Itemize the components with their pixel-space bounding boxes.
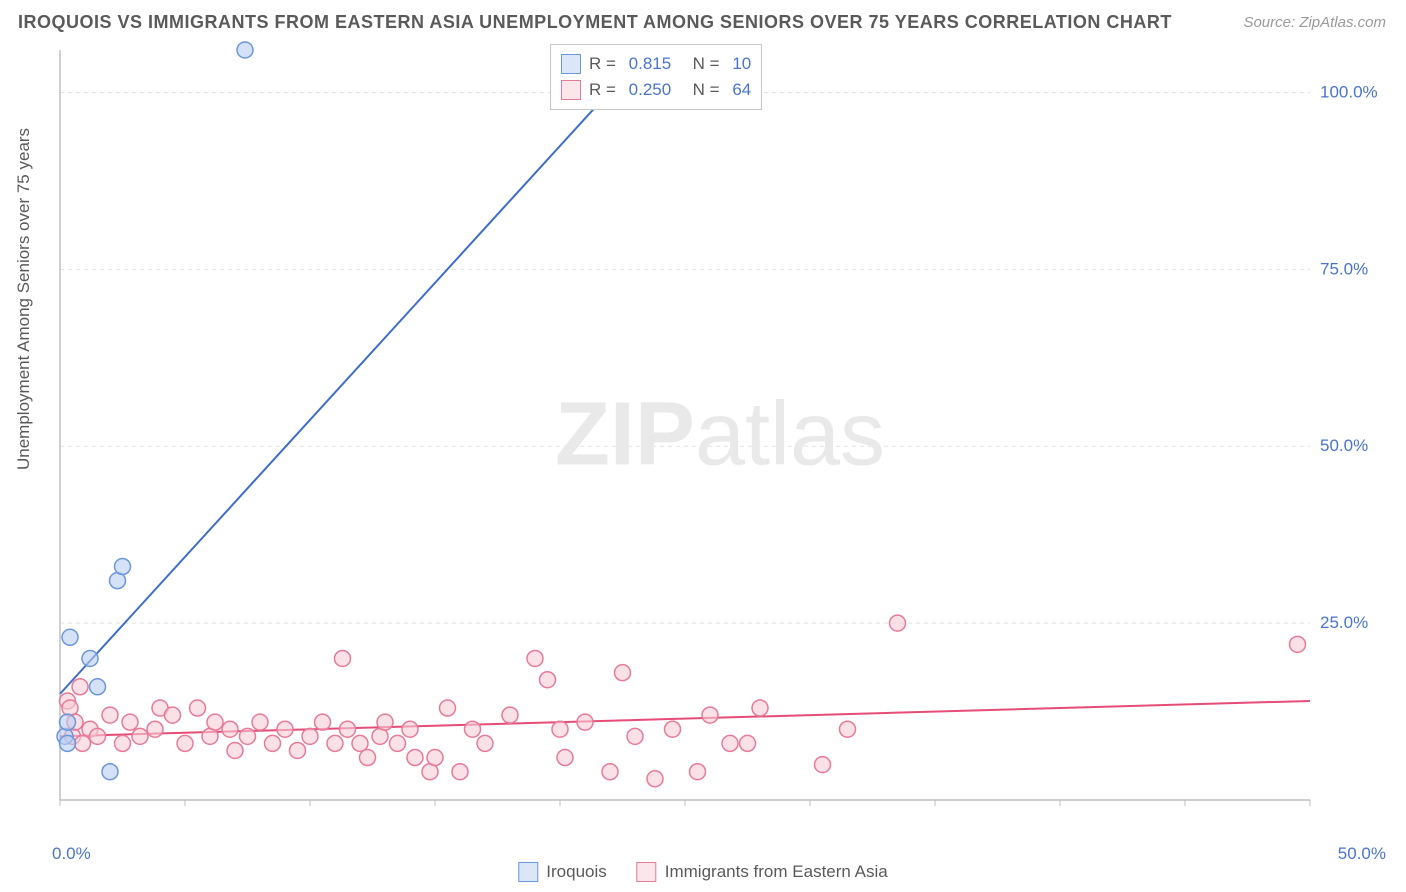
data-point (327, 735, 343, 751)
data-point (122, 714, 138, 730)
data-point (407, 750, 423, 766)
legend-swatch (561, 54, 581, 74)
plot-area: ZIPatlas 25.0%50.0%75.0%100.0% R = 0.815… (50, 40, 1390, 830)
data-point (377, 714, 393, 730)
data-point (815, 757, 831, 773)
data-point (647, 771, 663, 787)
stat-r: 0.250 (624, 80, 680, 100)
data-point (132, 728, 148, 744)
data-point (602, 764, 618, 780)
data-point (552, 721, 568, 737)
x-axis-label-min: 0.0% (52, 844, 91, 864)
source-label: Source: ZipAtlas.com (1243, 14, 1386, 31)
chart-svg: 25.0% 50.0% 75.0% 100.0% (50, 40, 1390, 830)
data-point (165, 707, 181, 723)
stat-label: R = (589, 54, 616, 74)
data-point (477, 735, 493, 751)
data-point (740, 735, 756, 751)
y-tick-label: 100.0% (1320, 82, 1378, 101)
data-point (240, 728, 256, 744)
data-point (277, 721, 293, 737)
stat-label: N = (688, 80, 720, 100)
data-point (222, 721, 238, 737)
legend-label: Immigrants from Eastern Asia (665, 862, 888, 882)
data-point (315, 714, 331, 730)
data-point (72, 679, 88, 695)
correlation-row: R = 0.815 N = 10 (561, 51, 751, 77)
data-point (502, 707, 518, 723)
data-point (690, 764, 706, 780)
data-point (75, 735, 91, 751)
data-point (340, 721, 356, 737)
data-point (1290, 636, 1306, 652)
legend-swatch (637, 862, 657, 882)
data-point (227, 742, 243, 758)
legend-label: Iroquois (546, 862, 606, 882)
legend-item: Immigrants from Eastern Asia (637, 862, 888, 882)
data-point (890, 615, 906, 631)
data-point (440, 700, 456, 716)
stat-n: 10 (728, 54, 752, 74)
data-point (627, 728, 643, 744)
data-point (90, 679, 106, 695)
y-axis-label: Unemployment Among Seniors over 75 years (14, 128, 34, 470)
data-point (665, 721, 681, 737)
data-point (302, 728, 318, 744)
data-point (237, 42, 253, 58)
data-point (840, 721, 856, 737)
data-point (722, 735, 738, 751)
data-point (62, 629, 78, 645)
data-point (577, 714, 593, 730)
x-axis-label-max: 50.0% (1338, 844, 1386, 864)
data-point (82, 650, 98, 666)
data-point (452, 764, 468, 780)
data-point (390, 735, 406, 751)
data-point (207, 714, 223, 730)
data-point (252, 714, 268, 730)
data-point (335, 650, 351, 666)
stat-label: R = (589, 80, 616, 100)
data-point (527, 650, 543, 666)
data-point (752, 700, 768, 716)
trend-line (60, 50, 648, 694)
data-point (465, 721, 481, 737)
legend-item: Iroquois (518, 862, 606, 882)
data-point (290, 742, 306, 758)
y-tick-label: 75.0% (1320, 259, 1368, 278)
data-point (147, 721, 163, 737)
stat-label: N = (688, 54, 720, 74)
data-point (557, 750, 573, 766)
data-point (115, 559, 131, 575)
data-point (102, 707, 118, 723)
y-tick-label: 25.0% (1320, 613, 1368, 632)
data-point (540, 672, 556, 688)
data-point (190, 700, 206, 716)
data-point (102, 764, 118, 780)
correlation-info-box: R = 0.815 N = 10R = 0.250 N = 64 (550, 44, 762, 110)
legend-swatch (561, 80, 581, 100)
stat-r: 0.815 (624, 54, 680, 74)
data-point (402, 721, 418, 737)
data-point (427, 750, 443, 766)
legend-swatch (518, 862, 538, 882)
data-point (60, 735, 76, 751)
data-point (265, 735, 281, 751)
data-point (352, 735, 368, 751)
data-point (60, 714, 76, 730)
data-point (90, 728, 106, 744)
chart-title: IROQUOIS VS IMMIGRANTS FROM EASTERN ASIA… (18, 12, 1172, 33)
bottom-legend: Iroquois Immigrants from Eastern Asia (518, 862, 887, 882)
data-point (360, 750, 376, 766)
correlation-row: R = 0.250 N = 64 (561, 77, 751, 103)
data-point (115, 735, 131, 751)
data-point (702, 707, 718, 723)
data-point (177, 735, 193, 751)
y-tick-label: 50.0% (1320, 436, 1368, 455)
data-point (615, 665, 631, 681)
stat-n: 64 (728, 80, 752, 100)
